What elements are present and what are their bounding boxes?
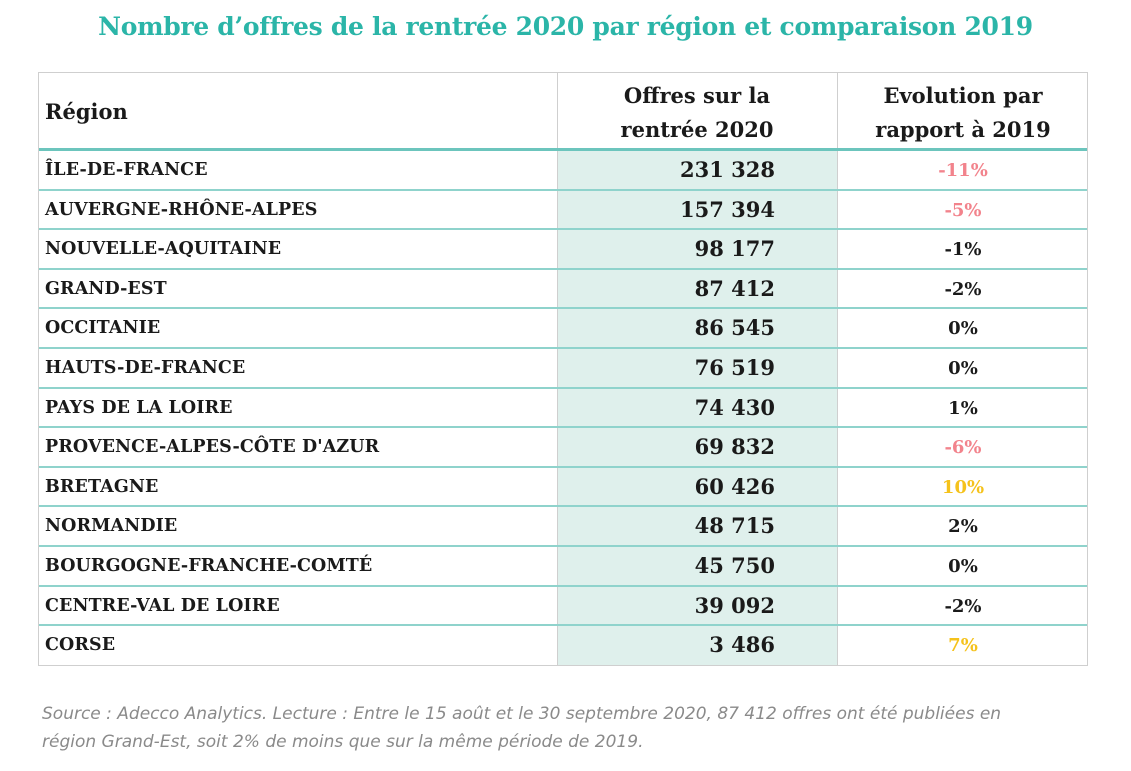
cell-offres: 87 412: [694, 275, 775, 301]
source-footnote: Source : Adecco Analytics. Lecture : Ent…: [42, 700, 1122, 756]
cell-offres: 60 426: [694, 473, 775, 499]
cell-region: AUVERGNE-RHÔNE-ALPES: [45, 199, 318, 220]
cell-offres: 157 394: [680, 196, 775, 222]
table-row: ÎLE-DE-FRANCE 231 328 -11%: [39, 151, 1087, 191]
cell-offres: 48 715: [694, 513, 775, 539]
cell-region: CENTRE-VAL DE LOIRE: [45, 595, 280, 616]
cell-evolution: -2%: [944, 595, 982, 617]
cell-evolution: 2%: [948, 516, 978, 538]
cell-evolution: 0%: [948, 357, 978, 379]
cell-evolution: -6%: [944, 437, 982, 459]
cell-region: BRETAGNE: [45, 476, 159, 497]
regions-table: Région Offres sur la rentrée 2020 Evolut…: [38, 72, 1088, 666]
table-row: BOURGOGNE-FRANCHE-COMTÉ 45 750 0%: [39, 547, 1087, 587]
column-divider: [557, 73, 558, 665]
cell-region: BOURGOGNE-FRANCHE-COMTÉ: [45, 555, 373, 576]
table-row: GRAND-EST 87 412 -2%: [39, 270, 1087, 310]
cell-region: CORSE: [45, 635, 116, 656]
table-row: OCCITANIE 86 545 0%: [39, 309, 1087, 349]
cell-evolution: 0%: [948, 318, 978, 340]
table-body: ÎLE-DE-FRANCE 231 328 -11% AUVERGNE-RHÔN…: [39, 151, 1087, 666]
header-evolution-line2: rapport à 2019: [875, 117, 1051, 142]
cell-region: NOUVELLE-AQUITAINE: [45, 239, 282, 260]
table-row: CORSE 3 486 7%: [39, 626, 1087, 666]
cell-evolution: -5%: [944, 199, 982, 221]
table-row: HAUTS-DE-FRANCE 76 519 0%: [39, 349, 1087, 389]
cell-region: GRAND-EST: [45, 278, 167, 299]
cell-offres: 74 430: [694, 394, 775, 420]
offres-column-highlight: [557, 151, 837, 665]
table-row: PAYS DE LA LOIRE 74 430 1%: [39, 389, 1087, 429]
header-evolution: Evolution par rapport à 2019: [837, 79, 1089, 147]
header-offres-line1: Offres sur la: [623, 83, 771, 108]
cell-region: HAUTS-DE-FRANCE: [45, 357, 246, 378]
table-row: NOUVELLE-AQUITAINE 98 177 -1%: [39, 230, 1087, 270]
column-divider: [837, 73, 838, 665]
header-evolution-line1: Evolution par: [883, 83, 1043, 108]
cell-region: OCCITANIE: [45, 318, 161, 339]
cell-evolution: 7%: [948, 635, 978, 657]
cell-offres: 45 750: [694, 552, 775, 578]
cell-evolution: 0%: [948, 555, 978, 577]
cell-region: ÎLE-DE-FRANCE: [45, 160, 208, 180]
header-offres-line2: rentrée 2020: [620, 117, 774, 142]
cell-offres: 69 832: [694, 434, 775, 460]
cell-region: NORMANDIE: [45, 516, 178, 537]
cell-offres: 231 328: [680, 157, 775, 182]
cell-offres: 98 177: [694, 236, 775, 262]
table-row: PROVENCE-ALPES-CÔTE D'AZUR 69 832 -6%: [39, 428, 1087, 468]
table-header: Région Offres sur la rentrée 2020 Evolut…: [39, 73, 1087, 151]
table-row: BRETAGNE 60 426 10%: [39, 468, 1087, 508]
cell-offres: 76 519: [694, 354, 775, 380]
cell-evolution: -2%: [944, 278, 982, 300]
table-row: NORMANDIE 48 715 2%: [39, 507, 1087, 547]
cell-evolution: 1%: [948, 397, 978, 419]
cell-region: PAYS DE LA LOIRE: [45, 397, 233, 418]
footnote-line2: région Grand-Est, soit 2% de moins que s…: [42, 732, 644, 752]
header-offres: Offres sur la rentrée 2020: [557, 79, 837, 147]
cell-evolution: -1%: [944, 239, 982, 261]
table-row: AUVERGNE-RHÔNE-ALPES 157 394 -5%: [39, 191, 1087, 231]
header-region: Région: [45, 99, 128, 124]
cell-evolution: 10%: [941, 476, 985, 498]
footnote-line1: Source : Adecco Analytics. Lecture : Ent…: [42, 704, 1002, 724]
cell-offres: 3 486: [709, 632, 775, 658]
page-title: Nombre d’offres de la rentrée 2020 par r…: [98, 12, 1033, 41]
cell-offres: 39 092: [694, 592, 775, 618]
cell-evolution: -11%: [938, 160, 988, 181]
cell-offres: 86 545: [694, 315, 775, 341]
cell-region: PROVENCE-ALPES-CÔTE D'AZUR: [45, 437, 380, 458]
table-row: CENTRE-VAL DE LOIRE 39 092 -2%: [39, 587, 1087, 627]
